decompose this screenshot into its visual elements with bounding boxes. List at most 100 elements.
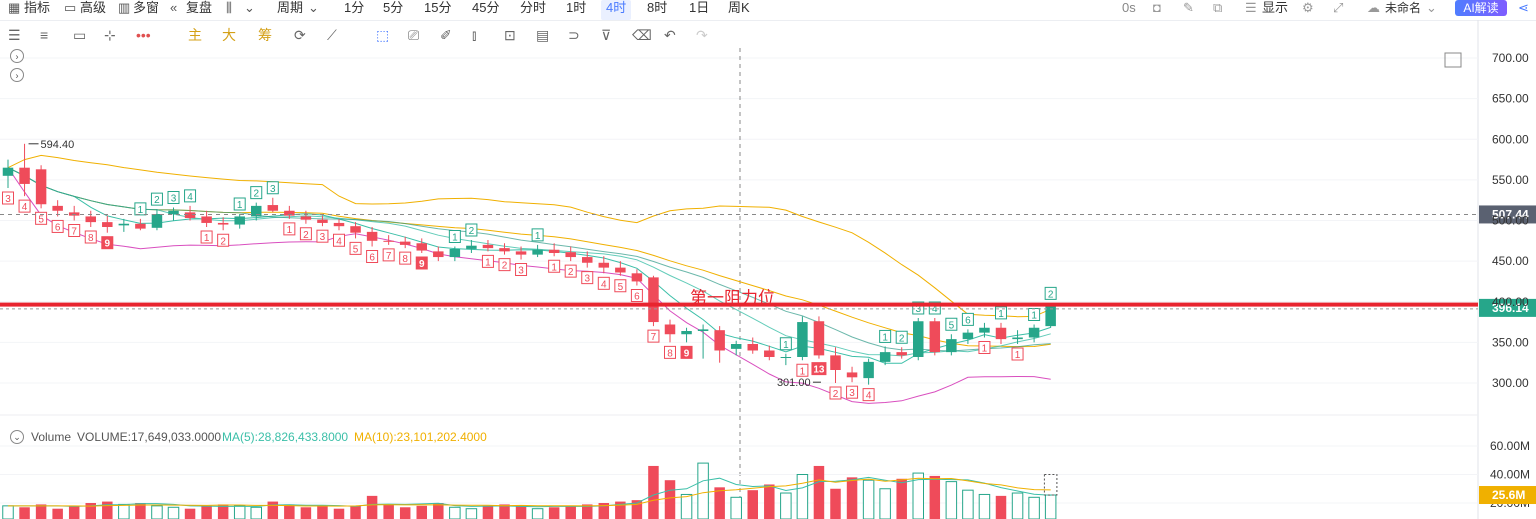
ruler-icon[interactable]: ⎚	[408, 27, 420, 43]
candle-body	[863, 361, 874, 379]
volume-bar	[995, 495, 1007, 519]
price-tick-label: 600.00	[1492, 132, 1529, 146]
multi-window-button[interactable]: 多窗	[133, 0, 160, 15]
candle-body	[35, 169, 47, 205]
refresh-icon[interactable]: ⟳	[294, 27, 306, 43]
volume-bar	[862, 479, 875, 519]
advanced-icon[interactable]: ▭	[64, 0, 77, 15]
candle-body	[151, 214, 163, 228]
candle-body	[317, 219, 328, 223]
share-icon[interactable]: ⋖	[1518, 0, 1529, 15]
redo-icon[interactable]: ↷	[696, 27, 708, 43]
volume-bar	[565, 505, 576, 519]
candle-body	[582, 257, 593, 263]
magnet-icon[interactable]: ⊃	[568, 27, 580, 43]
multi-window-icon[interactable]: ▥	[118, 0, 131, 15]
sequence-box	[184, 189, 197, 203]
volume-bar	[697, 462, 709, 519]
sequence-box	[299, 227, 312, 241]
undo-icon[interactable]: ↶	[664, 27, 676, 43]
chevron-down-icon[interactable]: ⌄	[244, 0, 255, 15]
pencil-icon[interactable]: ✎	[1183, 0, 1194, 15]
sequence-label: 1	[287, 225, 293, 236]
rect-icon[interactable]: ▭	[73, 27, 87, 43]
chart-type-icon[interactable]: ⫼	[226, 0, 232, 15]
volume-bar	[730, 496, 742, 519]
sequence-label: 1	[535, 231, 541, 242]
advanced-button[interactable]: 高级	[80, 0, 107, 15]
sequence-box	[481, 254, 494, 268]
top-toolbar: ▦ 指标 ▭ 高级 ▥ 多窗 « 复盘 ⫼ ⌄ 周期 ⌄ 1分 5分 15分 4…	[0, 0, 1536, 21]
period-1h[interactable]: 1时	[566, 0, 587, 15]
candle-body	[482, 244, 494, 249]
sequence-box	[630, 289, 643, 302]
sequence-label: 1	[452, 233, 458, 244]
replay-icon[interactable]: «	[170, 0, 178, 15]
candle-body	[780, 357, 792, 358]
sequence-label: 3	[5, 194, 11, 205]
chip-chip[interactable]: 筹	[258, 27, 272, 43]
period-1d[interactable]: 1日	[689, 0, 710, 15]
sequence-box	[465, 223, 478, 237]
volume-ma5-line	[8, 476, 1051, 508]
settings-gear-icon[interactable]: ⚙	[1302, 0, 1314, 15]
chip-large[interactable]: 大	[222, 27, 236, 43]
indicator-icon[interactable]: ▦	[8, 0, 21, 15]
sequence-box	[895, 330, 908, 344]
popout-icon[interactable]: ⧉	[1213, 0, 1223, 15]
period-chevron-icon[interactable]: ⌄	[308, 0, 319, 15]
upper-band-line	[7, 154, 1051, 318]
candle-body	[681, 331, 692, 335]
candle-body	[813, 321, 825, 356]
chip-main[interactable]: 主	[188, 27, 202, 43]
replay-button[interactable]: 复盘	[186, 0, 213, 15]
period-8h[interactable]: 8时	[647, 0, 668, 15]
indicator-button[interactable]: 指标	[24, 0, 51, 15]
display-button[interactable]: 显示	[1262, 0, 1289, 15]
period-5m[interactable]: 5分	[383, 0, 404, 15]
sequence-box	[564, 264, 577, 278]
fullscreen-icon[interactable]: ⤢	[1333, 0, 1344, 15]
filter-icon[interactable]: ⊽	[601, 27, 612, 43]
account-name[interactable]: 未命名	[1385, 1, 1422, 15]
sequence-box	[2, 191, 14, 205]
sequence-label: 3	[171, 194, 177, 205]
period-15m[interactable]: 15分	[424, 0, 452, 15]
volume-ma5-label: MA(5):28,826,433.8000	[222, 430, 348, 444]
period-week[interactable]: 周K	[728, 0, 750, 15]
trash-icon[interactable]: ⌫	[632, 27, 652, 43]
cursor-icon[interactable]: ⬚	[376, 27, 390, 43]
note-icon[interactable]: ▤	[536, 27, 550, 43]
sequence-label: 4	[336, 236, 342, 247]
period-1m[interactable]: 1分	[344, 0, 365, 15]
crosshair-icon[interactable]: ⊹	[104, 27, 116, 43]
period-button[interactable]: 周期	[277, 0, 304, 15]
account-chevron-icon[interactable]: ⌄	[1426, 0, 1437, 15]
candle-body	[615, 267, 626, 273]
lines-icon[interactable]: ≡	[40, 27, 49, 43]
volume-bar	[648, 465, 659, 519]
candle-icon[interactable]: ⫾	[472, 27, 477, 43]
candle-body	[350, 226, 361, 233]
sequence-box	[134, 202, 147, 216]
lock-icon[interactable]: ⊡	[504, 27, 516, 43]
draw-line-icon[interactable]: ⟋	[327, 27, 337, 43]
ai-interpret-button[interactable]: AI解读	[1455, 0, 1507, 16]
volume-bar	[333, 508, 345, 519]
period-45m[interactable]: 45分	[472, 0, 500, 15]
candle-body	[102, 222, 113, 227]
menu-icon[interactable]: ☰	[8, 27, 21, 43]
dots-icon[interactable]: •••	[136, 27, 151, 43]
period-timeline[interactable]: 分时	[520, 0, 547, 15]
camera-icon[interactable]: ◘	[1153, 0, 1161, 15]
sequence-label: 2	[154, 195, 160, 206]
sequence-box	[51, 219, 64, 233]
sequence-label: 1	[982, 344, 988, 355]
period-4h[interactable]: 4时	[601, 0, 632, 20]
volume-bar	[929, 475, 941, 519]
cloud-icon[interactable]: ☁	[1367, 0, 1380, 15]
brush-icon[interactable]: ✐	[440, 27, 452, 43]
annotation-label: 594.40	[41, 139, 75, 151]
display-icon[interactable]: ☰	[1245, 0, 1257, 15]
